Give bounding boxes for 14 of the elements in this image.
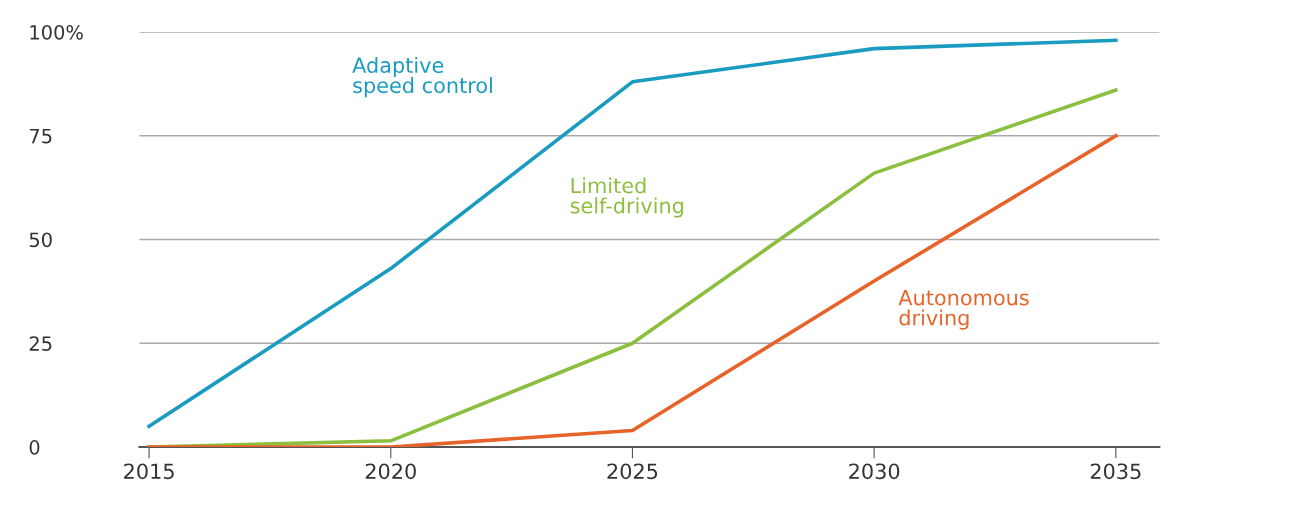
y-tick-label: 0 [29, 440, 40, 455]
text: Limited self-driving [570, 177, 684, 218]
line-series [147, 38, 1118, 429]
series-label: Autonomous driving [898, 289, 1029, 330]
y-tick-label: 25 [29, 336, 52, 351]
y-tick-label: 50 [29, 232, 52, 248]
text: Adaptive speed control [352, 56, 492, 98]
x-tick-label: 2030 [849, 463, 900, 480]
x-tick-label: 2035 [1090, 463, 1141, 480]
y-tick-label: 100% [30, 24, 83, 40]
x-tick-label: 2025 [607, 463, 658, 480]
y-tick-label: 75 [29, 128, 52, 144]
x-tick-label: 2015 [124, 463, 174, 480]
x-tick-label: 2020 [365, 463, 416, 480]
